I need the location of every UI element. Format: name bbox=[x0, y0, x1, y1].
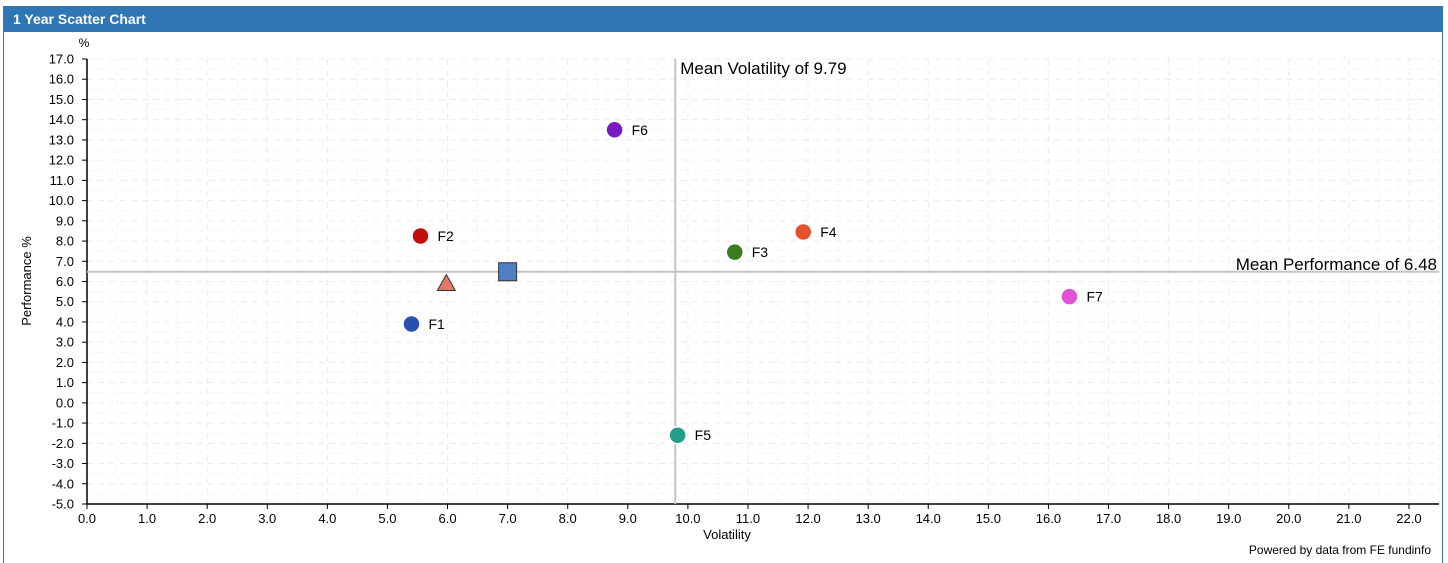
y-tick-label: 4.0 bbox=[56, 314, 74, 329]
data-label-f3: F3 bbox=[752, 244, 769, 260]
x-tick-label: 18.0 bbox=[1156, 511, 1181, 526]
x-tick-label: 15.0 bbox=[976, 511, 1001, 526]
y-tick-label: 3.0 bbox=[56, 335, 74, 350]
data-label-f7: F7 bbox=[1086, 289, 1103, 305]
benchmark-triangle-point bbox=[436, 273, 457, 292]
x-tick-label: 22.0 bbox=[1396, 511, 1421, 526]
data-point-f3 bbox=[725, 242, 745, 262]
x-tick-label: 10.0 bbox=[675, 511, 700, 526]
data-label-f1: F1 bbox=[428, 316, 445, 332]
y-tick-label: 17.0 bbox=[49, 52, 74, 67]
y-tick-label: 0.0 bbox=[56, 395, 74, 410]
x-tick-label: 6.0 bbox=[438, 511, 456, 526]
y-axis-title: Performance % bbox=[19, 236, 34, 326]
y-tick-label: 6.0 bbox=[56, 274, 74, 289]
y-tick-label: 2.0 bbox=[56, 355, 74, 370]
data-point-f4 bbox=[794, 222, 813, 242]
y-tick-label: -2.0 bbox=[52, 436, 74, 451]
mean-performance-label: Mean Performance of 6.48 bbox=[1236, 255, 1437, 274]
chart-panel: 1 Year Scatter Chart bbox=[3, 6, 1443, 563]
y-tick-label: -3.0 bbox=[52, 456, 74, 471]
y-tick-label: 10.0 bbox=[49, 193, 74, 208]
y-tick-label: 9.0 bbox=[56, 213, 74, 228]
x-tick-label: 14.0 bbox=[916, 511, 941, 526]
x-tick-label: 7.0 bbox=[499, 511, 517, 526]
y-tick-label: 5.0 bbox=[56, 294, 74, 309]
x-tick-label: 21.0 bbox=[1336, 511, 1361, 526]
y-tick-label: 14.0 bbox=[49, 112, 74, 127]
x-axis-title: Volatility bbox=[703, 527, 751, 542]
x-tick-label: 19.0 bbox=[1216, 511, 1241, 526]
data-label-f4: F4 bbox=[820, 224, 837, 240]
x-tick-label: 20.0 bbox=[1276, 511, 1301, 526]
sector-square-point bbox=[498, 262, 518, 282]
data-label-f2: F2 bbox=[437, 228, 454, 244]
mean-volatility-label: Mean Volatility of 9.79 bbox=[680, 59, 846, 78]
x-tick-label: 13.0 bbox=[855, 511, 880, 526]
y-tick-label: 13.0 bbox=[49, 132, 74, 147]
x-tick-label: 12.0 bbox=[795, 511, 820, 526]
x-tick-label: 9.0 bbox=[619, 511, 637, 526]
y-tick-label: 7.0 bbox=[56, 254, 74, 269]
data-point-f5 bbox=[668, 425, 687, 445]
x-tick-label: 3.0 bbox=[258, 511, 276, 526]
x-tick-label: 5.0 bbox=[378, 511, 396, 526]
y-tick-label: -1.0 bbox=[52, 416, 74, 431]
footer-credit: Powered by data from FE fundinfo bbox=[1248, 543, 1431, 557]
x-tick-label: 8.0 bbox=[559, 511, 577, 526]
data-label-f5: F5 bbox=[695, 427, 712, 443]
panel-title: 1 Year Scatter Chart bbox=[4, 7, 1442, 32]
y-tick-label: 12.0 bbox=[49, 153, 74, 168]
data-point-f1 bbox=[402, 314, 421, 334]
data-point-f6 bbox=[605, 120, 624, 140]
x-tick-label: 0.0 bbox=[78, 511, 96, 526]
y-tick-label: -4.0 bbox=[52, 476, 74, 491]
y-axis-unit: % bbox=[79, 36, 90, 50]
data-point-f2 bbox=[411, 226, 430, 246]
y-tick-label: 16.0 bbox=[49, 72, 74, 87]
y-tick-label: 8.0 bbox=[56, 234, 74, 249]
x-tick-label: 11.0 bbox=[736, 511, 760, 526]
y-tick-label: 1.0 bbox=[56, 375, 74, 390]
x-tick-label: 2.0 bbox=[198, 511, 216, 526]
data-point-f7 bbox=[1060, 287, 1079, 306]
data-label-f6: F6 bbox=[632, 122, 649, 138]
x-tick-label: 17.0 bbox=[1096, 511, 1121, 526]
y-tick-label: 11.0 bbox=[50, 173, 74, 188]
x-tick-label: 16.0 bbox=[1036, 511, 1061, 526]
y-tick-label: 15.0 bbox=[49, 92, 74, 107]
y-tick-label: -5.0 bbox=[52, 497, 74, 512]
x-tick-label: 1.0 bbox=[138, 511, 156, 526]
x-tick-label: 4.0 bbox=[318, 511, 336, 526]
grid-lines bbox=[86, 58, 1440, 505]
